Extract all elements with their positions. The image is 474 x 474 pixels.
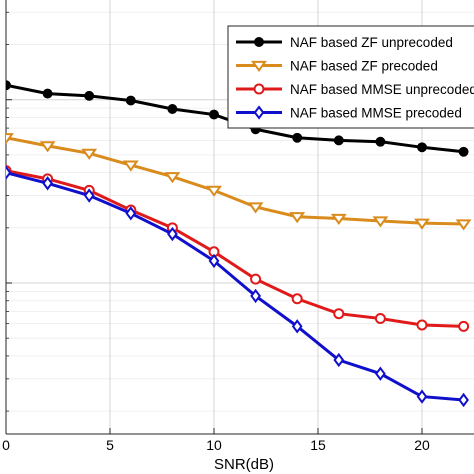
series-line xyxy=(6,171,464,402)
data-point xyxy=(206,185,222,197)
legend-entry: NAF based ZF unprecoded xyxy=(236,35,453,50)
x-tick-label: 10 xyxy=(206,437,222,453)
data-point xyxy=(208,253,220,269)
data-point xyxy=(333,352,345,368)
data-point xyxy=(81,148,98,160)
data-point xyxy=(291,319,303,334)
x-tick-label: 15 xyxy=(310,437,326,453)
data-point xyxy=(209,109,219,120)
series-layer xyxy=(6,80,472,408)
x-tick-label: 20 xyxy=(414,437,430,453)
data-point xyxy=(374,313,386,325)
legend-label: NAF based MMSE unprecoded xyxy=(290,82,474,97)
legend-label: NAF based ZF unprecoded xyxy=(290,35,453,50)
data-point xyxy=(250,288,261,304)
data-point xyxy=(247,202,264,214)
data-point xyxy=(167,104,178,114)
data-point xyxy=(333,135,344,146)
data-point xyxy=(455,219,472,231)
data-point xyxy=(375,366,386,381)
data-point xyxy=(39,141,56,153)
legend-entry: NAF based ZF precoded xyxy=(236,59,438,74)
x-axis-label: SNR(dB) xyxy=(214,456,274,473)
data-point xyxy=(292,132,303,143)
x-tick-labels: 0 5 10 15 20 xyxy=(2,437,430,453)
series-group xyxy=(6,133,472,231)
data-point xyxy=(333,308,345,320)
data-point xyxy=(414,218,430,230)
data-point xyxy=(417,142,427,153)
data-point xyxy=(254,37,264,47)
data-point xyxy=(251,60,267,73)
legend-entry: NAF based MMSE precoded xyxy=(236,105,462,121)
data-point xyxy=(458,392,469,408)
series-line xyxy=(6,136,464,226)
data-point xyxy=(164,172,181,184)
legend-label: NAF based ZF precoded xyxy=(290,59,438,74)
legend-entry: NAF based MMSE unprecoded xyxy=(236,82,474,97)
data-point xyxy=(458,320,470,332)
legend: NAF based ZF unprecoded NAF based ZF prec… xyxy=(227,25,474,129)
series-line xyxy=(6,169,464,328)
data-point xyxy=(375,136,386,147)
data-point xyxy=(6,165,12,180)
data-point xyxy=(416,319,428,331)
data-point xyxy=(125,206,137,221)
data-point xyxy=(372,216,389,228)
x-tick-label: 0 xyxy=(2,437,10,453)
series-group xyxy=(6,165,469,408)
data-point xyxy=(330,213,347,225)
axes xyxy=(5,0,474,435)
data-point xyxy=(458,146,469,157)
x-tick-label: 5 xyxy=(106,437,114,453)
data-point xyxy=(250,273,262,285)
data-point xyxy=(6,80,11,91)
data-point xyxy=(122,160,139,172)
data-point xyxy=(416,389,428,404)
data-point xyxy=(84,90,95,101)
legend-label: NAF based MMSE precoded xyxy=(290,106,462,121)
data-point xyxy=(167,226,178,242)
data-point xyxy=(42,88,53,99)
data-point xyxy=(125,95,136,106)
data-point xyxy=(291,293,303,305)
data-point xyxy=(253,83,265,95)
data-point xyxy=(6,133,14,145)
data-point xyxy=(253,105,265,120)
data-point xyxy=(83,188,95,203)
data-point xyxy=(289,212,306,224)
data-point xyxy=(42,176,53,191)
